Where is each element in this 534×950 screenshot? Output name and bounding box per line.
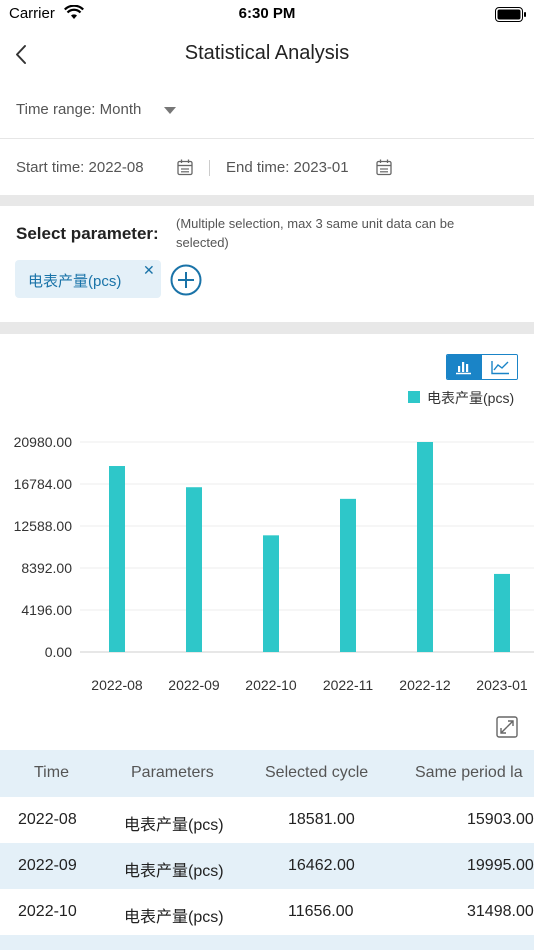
time-range-selector[interactable]: Time range: Month: [0, 90, 534, 132]
chevron-left-icon: [16, 45, 26, 64]
page-title: Statistical Analysis: [184, 42, 350, 64]
cell-same-period: 15903.00: [467, 811, 534, 828]
section-gap: [0, 322, 534, 334]
cell-time: 2022-10: [18, 903, 77, 920]
data-table: Time Parameters Selected cycle Same peri…: [0, 750, 534, 950]
nav-bar: Statistical Analysis: [0, 30, 534, 80]
bar: [417, 442, 433, 652]
y-tick-label: 0.00: [45, 644, 72, 660]
bar: [263, 535, 279, 652]
end-time-value: 2023-01: [293, 159, 349, 176]
chart-type-toggle: [446, 354, 518, 380]
expand-icon: [496, 716, 518, 738]
x-tick-label: 2022-12: [399, 677, 451, 693]
table-row: 2022-09 电表产量(pcs) 16462.00 19995.00: [0, 843, 534, 889]
x-tick-label: 2022-10: [245, 677, 297, 693]
bar: [340, 498, 356, 652]
back-button[interactable]: [10, 40, 36, 70]
y-tick-label: 16784.00: [14, 476, 73, 492]
bar: [494, 573, 510, 652]
bar: [186, 487, 202, 652]
battery-icon: [495, 7, 527, 28]
clock: 6:30 PM: [238, 5, 296, 22]
cell-parameter: 电表产量(pcs): [124, 817, 224, 834]
y-tick-label: 8392.00: [21, 560, 72, 576]
y-tick-label: 4196.00: [21, 602, 72, 618]
time-range-label: Time range:: [16, 101, 96, 118]
y-tick-label: 20980.00: [14, 434, 73, 450]
line-chart-icon: [491, 361, 509, 375]
parameter-chip-label: 电表产量(pcs): [28, 273, 122, 290]
bar-chart: 0.00 4196.00 8392.00 12588.00 16784.00 20980.…: [14, 434, 534, 693]
legend-label: 电表产量(pcs): [427, 390, 515, 406]
bar-chart-button[interactable]: [447, 355, 482, 379]
date-range-row: Start time: 2022-08 End time: 2023-01: [0, 148, 534, 188]
cell-same-period: 31498.00: [467, 903, 534, 920]
cell-parameter: 电表产量(pcs): [124, 863, 224, 880]
x-tick-label: 2022-09: [168, 677, 220, 693]
caret-down-icon: [164, 107, 176, 114]
parameter-hint: (Multiple selection, max 3 same unit dat…: [176, 216, 455, 250]
x-tick-label: 2023-01: [476, 677, 528, 693]
add-parameter-button[interactable]: [170, 264, 202, 301]
parameter-chip[interactable]: 电表产量(pcs) ✕: [15, 260, 161, 298]
cell-selected-cycle: 16462.00: [288, 857, 355, 874]
expand-button[interactable]: [496, 716, 518, 743]
time-range-value: Month: [99, 101, 142, 118]
cell-time: 2022-08: [18, 811, 77, 828]
parameter-section: Select parameter: (Multiple selection, m…: [0, 206, 534, 322]
x-tick-label: 2022-11: [323, 677, 374, 693]
end-time-label: End time:: [226, 159, 290, 176]
wifi-icon: [64, 4, 84, 25]
plus-circle-icon: [170, 264, 202, 296]
calendar-icon[interactable]: [177, 159, 193, 181]
table-header: Time Parameters Selected cycle Same peri…: [0, 750, 534, 797]
calendar-icon[interactable]: [376, 159, 392, 181]
column-header-selected-cycle: Selected cycle: [265, 764, 369, 781]
start-time-label: Start time:: [16, 159, 85, 176]
line-chart-button[interactable]: [482, 355, 517, 379]
status-bar: Carrier 6:30 PM: [0, 0, 534, 30]
cell-same-period: 19995.00: [467, 857, 534, 874]
table-row: 2022-10 电表产量(pcs) 11656.00 31498.00: [0, 889, 534, 935]
start-time-field[interactable]: Start time: 2022-08: [16, 159, 144, 176]
end-time-field[interactable]: End time: 2023-01: [226, 159, 349, 176]
start-time-value: 2022-08: [88, 159, 144, 176]
table-row: 2022-08 电表产量(pcs) 18581.00 15903.00: [0, 797, 534, 843]
column-header-parameters: Parameters: [131, 764, 214, 781]
x-tick-label: 2022-08: [91, 677, 143, 693]
column-header-same-period: Same period la: [415, 764, 523, 781]
cell-time: 2022-09: [18, 857, 77, 874]
table-row: [0, 935, 534, 950]
cell-selected-cycle: 18581.00: [288, 811, 355, 828]
bar-chart-icon: [456, 362, 471, 375]
close-icon[interactable]: ✕: [143, 262, 155, 278]
divider: [0, 138, 534, 139]
cell-parameter: 电表产量(pcs): [124, 909, 224, 926]
select-parameter-label: Select parameter:: [16, 224, 159, 243]
bar: [109, 466, 125, 652]
y-tick-label: 12588.00: [14, 518, 73, 534]
carrier-label: Carrier: [9, 5, 55, 22]
section-gap: [0, 195, 534, 206]
cell-selected-cycle: 11656.00: [288, 903, 354, 920]
chart-panel: 电表产量(pcs) 0.00 4196.00 8392.00 12588.00 1678…: [0, 334, 534, 750]
column-header-time: Time: [34, 764, 69, 781]
separator: [209, 160, 210, 176]
legend-swatch: [408, 391, 420, 403]
